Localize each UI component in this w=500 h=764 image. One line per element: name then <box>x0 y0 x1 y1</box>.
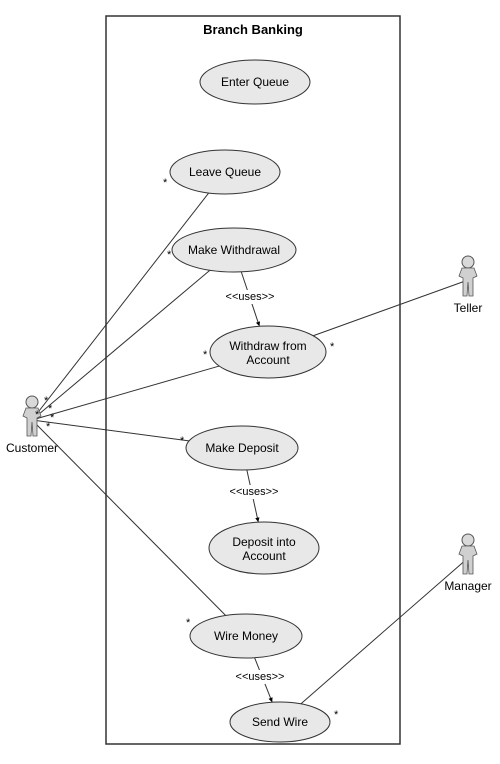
actor-manager: Manager <box>444 534 491 593</box>
multiplicity-star: * <box>35 409 40 421</box>
svg-text:Deposit into: Deposit into <box>232 535 296 549</box>
svg-text:Withdraw from: Withdraw from <box>229 339 306 353</box>
association <box>301 558 468 704</box>
system-title: Branch Banking <box>203 22 303 37</box>
svg-text:Account: Account <box>246 353 290 367</box>
association <box>32 366 219 420</box>
usecase-label: Make Deposit <box>205 441 279 455</box>
multiplicity-star: * <box>203 349 208 361</box>
multiplicity-star: * <box>163 177 168 189</box>
arrowhead <box>255 517 259 522</box>
uses-label: <<uses>> <box>230 486 279 498</box>
usecase-label: Wire Money <box>214 629 278 643</box>
multiplicity-star: * <box>46 421 51 433</box>
usecase-label: Enter Queue <box>221 75 289 89</box>
association <box>32 420 189 441</box>
actor-label: Customer <box>6 441 58 455</box>
actor-label: Teller <box>454 301 483 315</box>
association <box>313 280 468 336</box>
usecase-label: Make Withdrawal <box>188 243 280 257</box>
svg-text:Account: Account <box>242 549 286 563</box>
uses-label: <<uses>> <box>236 671 285 683</box>
usecase-label: Leave Queue <box>189 165 261 179</box>
multiplicity-star: * <box>50 412 55 424</box>
actor-teller: Teller <box>454 256 483 315</box>
association <box>32 270 210 420</box>
multiplicity-star: * <box>330 341 335 353</box>
multiplicity-star: * <box>334 709 339 721</box>
usecase-diagram: Branch Banking <<uses>><<uses>><<uses>> … <box>0 0 500 764</box>
arrowhead <box>256 321 260 326</box>
multiplicity-star: * <box>167 249 172 261</box>
multiplicity-star: * <box>186 617 191 629</box>
uses-label: <<uses>> <box>226 291 275 303</box>
usecase-label: Send Wire <box>252 715 308 729</box>
actor-label: Manager <box>444 579 491 593</box>
association <box>32 193 209 420</box>
multiplicity-star: * <box>180 435 185 447</box>
